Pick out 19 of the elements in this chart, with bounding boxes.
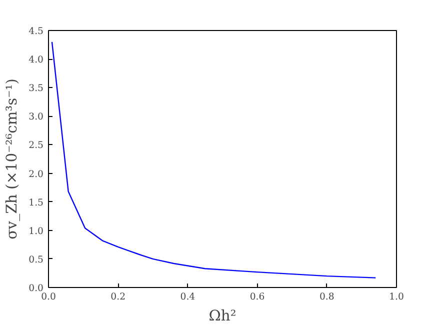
x-axis-title: Ωh²: [208, 308, 236, 324]
y-tick-label: 3.0: [28, 112, 44, 123]
y-tick-label: 4.5: [28, 26, 44, 37]
y-tick-label: 3.5: [28, 83, 44, 94]
x-tick-label: 0.8: [319, 292, 334, 302]
y-axis-title: σv_Zh (×10⁻²⁶cm³s⁻¹): [4, 78, 21, 240]
x-tick-label: 0.4: [180, 292, 196, 302]
x-tick-label: 0.0: [41, 292, 56, 302]
x-tick-label: 0.6: [250, 292, 265, 302]
y-tick-label: 1.0: [28, 226, 44, 237]
x-tick-label: 1.0: [389, 292, 404, 302]
line-series: [51, 41, 376, 278]
y-tick-label: 1.5: [28, 197, 44, 208]
x-tick-label: 0.2: [110, 292, 126, 302]
y-tick-label: 2.5: [28, 140, 44, 152]
y-tick-label: 4.0: [28, 54, 44, 66]
y-tick-label: 0.0: [28, 283, 44, 294]
y-tick-label: 2.0: [28, 168, 44, 180]
y-tick-label: 0.5: [28, 254, 44, 266]
